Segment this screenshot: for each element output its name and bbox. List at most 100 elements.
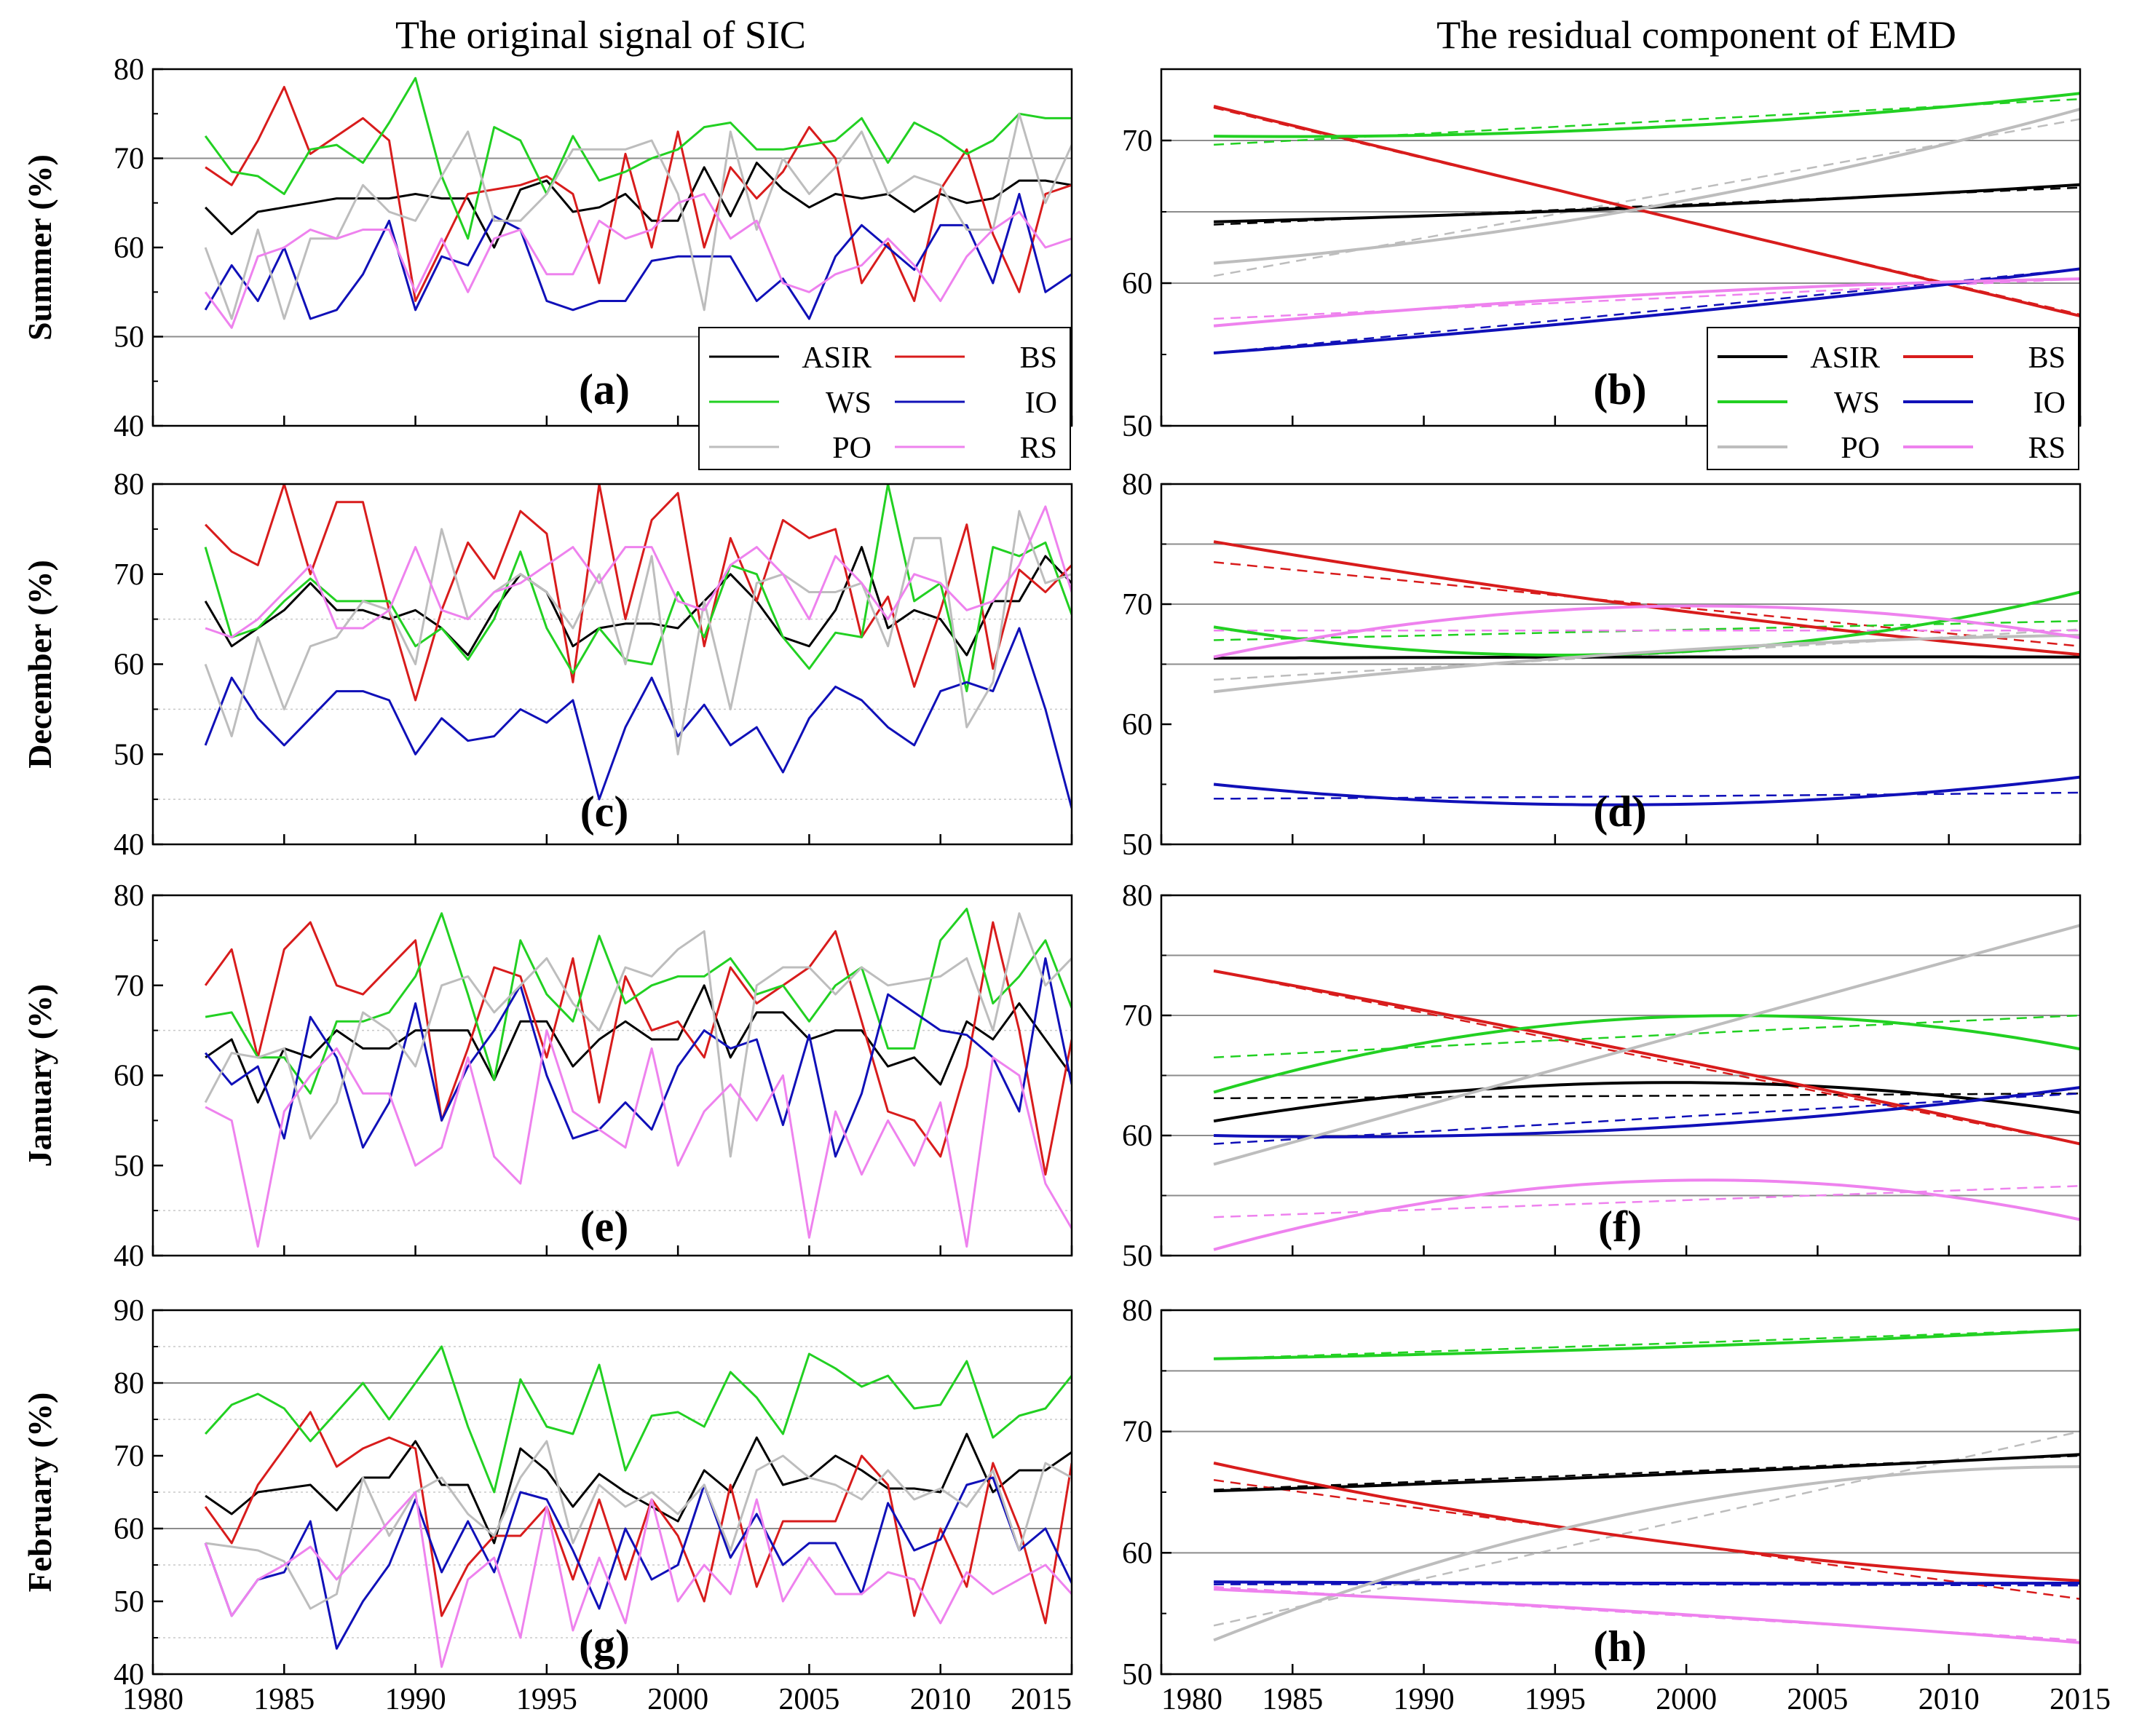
y-tick-label: 50 xyxy=(1122,410,1153,443)
series-line-rs xyxy=(1214,1588,2080,1644)
panel-label: (a) xyxy=(579,365,630,413)
plot-frame xyxy=(151,894,1073,1257)
y-tick-label: 70 xyxy=(1122,124,1153,158)
y-tick-label: 60 xyxy=(1122,267,1153,301)
series-line-ws xyxy=(1213,1014,2080,1094)
series-line-rs xyxy=(1213,277,2080,328)
panel-label: (b) xyxy=(1593,365,1646,413)
y-tick-label: 80 xyxy=(1122,468,1153,502)
panel-b: 50 60 70 (b) ASIR BS WS IO PO RS xyxy=(1122,68,2082,470)
y-tick-label: 80 xyxy=(1122,1294,1153,1328)
trend-line-bs xyxy=(1213,561,2080,648)
left-column-title: The original signal of SIC xyxy=(395,13,806,57)
series-line-asir xyxy=(1213,1081,2080,1123)
series-line-rs xyxy=(204,1491,1072,1668)
y-tick-label: 80 xyxy=(114,53,144,87)
y-tick-label: 90 xyxy=(114,1294,144,1328)
series-line-io xyxy=(1213,775,2080,806)
y-tick-label: 40 xyxy=(114,410,144,443)
series-line-io xyxy=(1213,267,2080,354)
legend-label-asir: ASIR xyxy=(802,341,872,375)
legend-box xyxy=(698,327,1071,470)
series-line-bs xyxy=(205,484,1072,702)
series-line-asir xyxy=(204,546,1072,657)
x-tick-label: 2010 xyxy=(1918,1683,1980,1716)
series-line-io xyxy=(204,627,1072,809)
x-tick-label: 1985 xyxy=(1262,1683,1323,1716)
series-line-po xyxy=(204,112,1072,320)
legend: ASIR BS WS IO PO RS xyxy=(1707,327,2079,470)
series-line-io xyxy=(1214,1580,2080,1585)
series-group xyxy=(1213,92,2080,354)
series-line-rs xyxy=(204,193,1072,329)
x-tick-label: 1995 xyxy=(516,1683,577,1716)
x-tick-label: 2005 xyxy=(1787,1683,1848,1716)
y-tick-label: 60 xyxy=(114,1513,144,1546)
y-tick-label: 70 xyxy=(1122,1416,1153,1449)
series-group xyxy=(1213,1328,2080,1644)
series-group xyxy=(204,484,1072,809)
x-tick-label: 2015 xyxy=(1011,1683,1072,1716)
trend-line-po xyxy=(1213,118,2080,277)
y-tick-label: 70 xyxy=(1122,588,1153,622)
panel-label: (h) xyxy=(1593,1622,1646,1670)
x-tick-label: 2000 xyxy=(647,1683,708,1716)
panel-label: (f) xyxy=(1598,1202,1642,1251)
y-tick-label: 50 xyxy=(1122,1240,1153,1273)
series-line-po xyxy=(1213,1465,2080,1642)
legend-label-bs: BS xyxy=(2028,341,2066,375)
y-axis-label: December (%) xyxy=(21,560,58,769)
series-group xyxy=(204,908,1072,1248)
y-tick-label: 70 xyxy=(114,143,144,176)
plot-frame xyxy=(1160,68,2082,427)
series-group xyxy=(204,1345,1072,1668)
series-line-po xyxy=(1213,633,2080,694)
panels-group: 40 50 60 70 80 Summer (%) (a) ASIR BS WS IO PO RS 50 6… xyxy=(21,53,2111,1716)
panel-c: 40 50 60 70 80 December (%) (c) xyxy=(21,468,1073,862)
series-group xyxy=(1213,924,2080,1251)
series-line-ws xyxy=(205,908,1072,1095)
series-line-rs xyxy=(205,505,1072,638)
series-line-ws xyxy=(204,484,1072,693)
series-line-rs xyxy=(1213,1178,2080,1251)
x-tick-label: 1980 xyxy=(1161,1683,1222,1716)
y-tick-label: 80 xyxy=(114,1367,144,1400)
panel-a: 40 50 60 70 80 Summer (%) (a) ASIR BS WS IO PO RS xyxy=(21,53,1073,470)
y-tick-label: 70 xyxy=(1122,999,1153,1033)
y-axis-label: January (%) xyxy=(21,984,58,1168)
panel-g: 40 50 60 70 80 90 1980 1985 1990 1995 2000 2005 2010… xyxy=(21,1294,1073,1716)
y-tick-label: 50 xyxy=(1122,828,1153,862)
right-column-title: The residual component of EMD xyxy=(1436,13,1956,57)
legend-label-rs: RS xyxy=(1020,432,1057,465)
panel-label: (c) xyxy=(580,788,629,836)
x-tick-label: 1985 xyxy=(253,1683,315,1716)
y-tick-label: 60 xyxy=(1122,708,1153,742)
legend-label-ws: WS xyxy=(826,387,872,420)
series-line-rs xyxy=(1213,604,2080,659)
series-line-bs xyxy=(1213,1462,2080,1582)
legend-label-ws: WS xyxy=(1834,387,1880,420)
y-tick-label: 50 xyxy=(114,321,144,354)
legend-label-io: IO xyxy=(2034,387,2066,420)
series-line-asir xyxy=(1214,183,2080,223)
y-tick-label: 50 xyxy=(114,1585,144,1619)
series-line-ws xyxy=(1213,590,2080,657)
series-line-asir xyxy=(1214,1453,2080,1493)
legend-label-io: IO xyxy=(1025,387,1057,420)
series-line-io xyxy=(204,957,1072,1158)
series-line-asir xyxy=(205,984,1072,1104)
x-tick-label: 1990 xyxy=(385,1683,446,1716)
y-tick-label: 40 xyxy=(114,1658,144,1692)
x-tick-label: 1980 xyxy=(122,1683,183,1716)
series-line-io xyxy=(204,1476,1072,1650)
series-group xyxy=(1213,540,2080,806)
trend-line-po xyxy=(1213,1430,2080,1627)
x-tick-label: 2005 xyxy=(778,1683,839,1716)
x-tick-label: 1990 xyxy=(1394,1683,1455,1716)
series-line-po xyxy=(205,1440,1072,1610)
series-line-io xyxy=(204,193,1072,320)
y-tick-label: 40 xyxy=(114,1240,144,1273)
trend-line-ws xyxy=(1214,619,2080,641)
trend-line-bs xyxy=(1213,970,2080,1145)
series-line-rs xyxy=(205,1029,1072,1248)
